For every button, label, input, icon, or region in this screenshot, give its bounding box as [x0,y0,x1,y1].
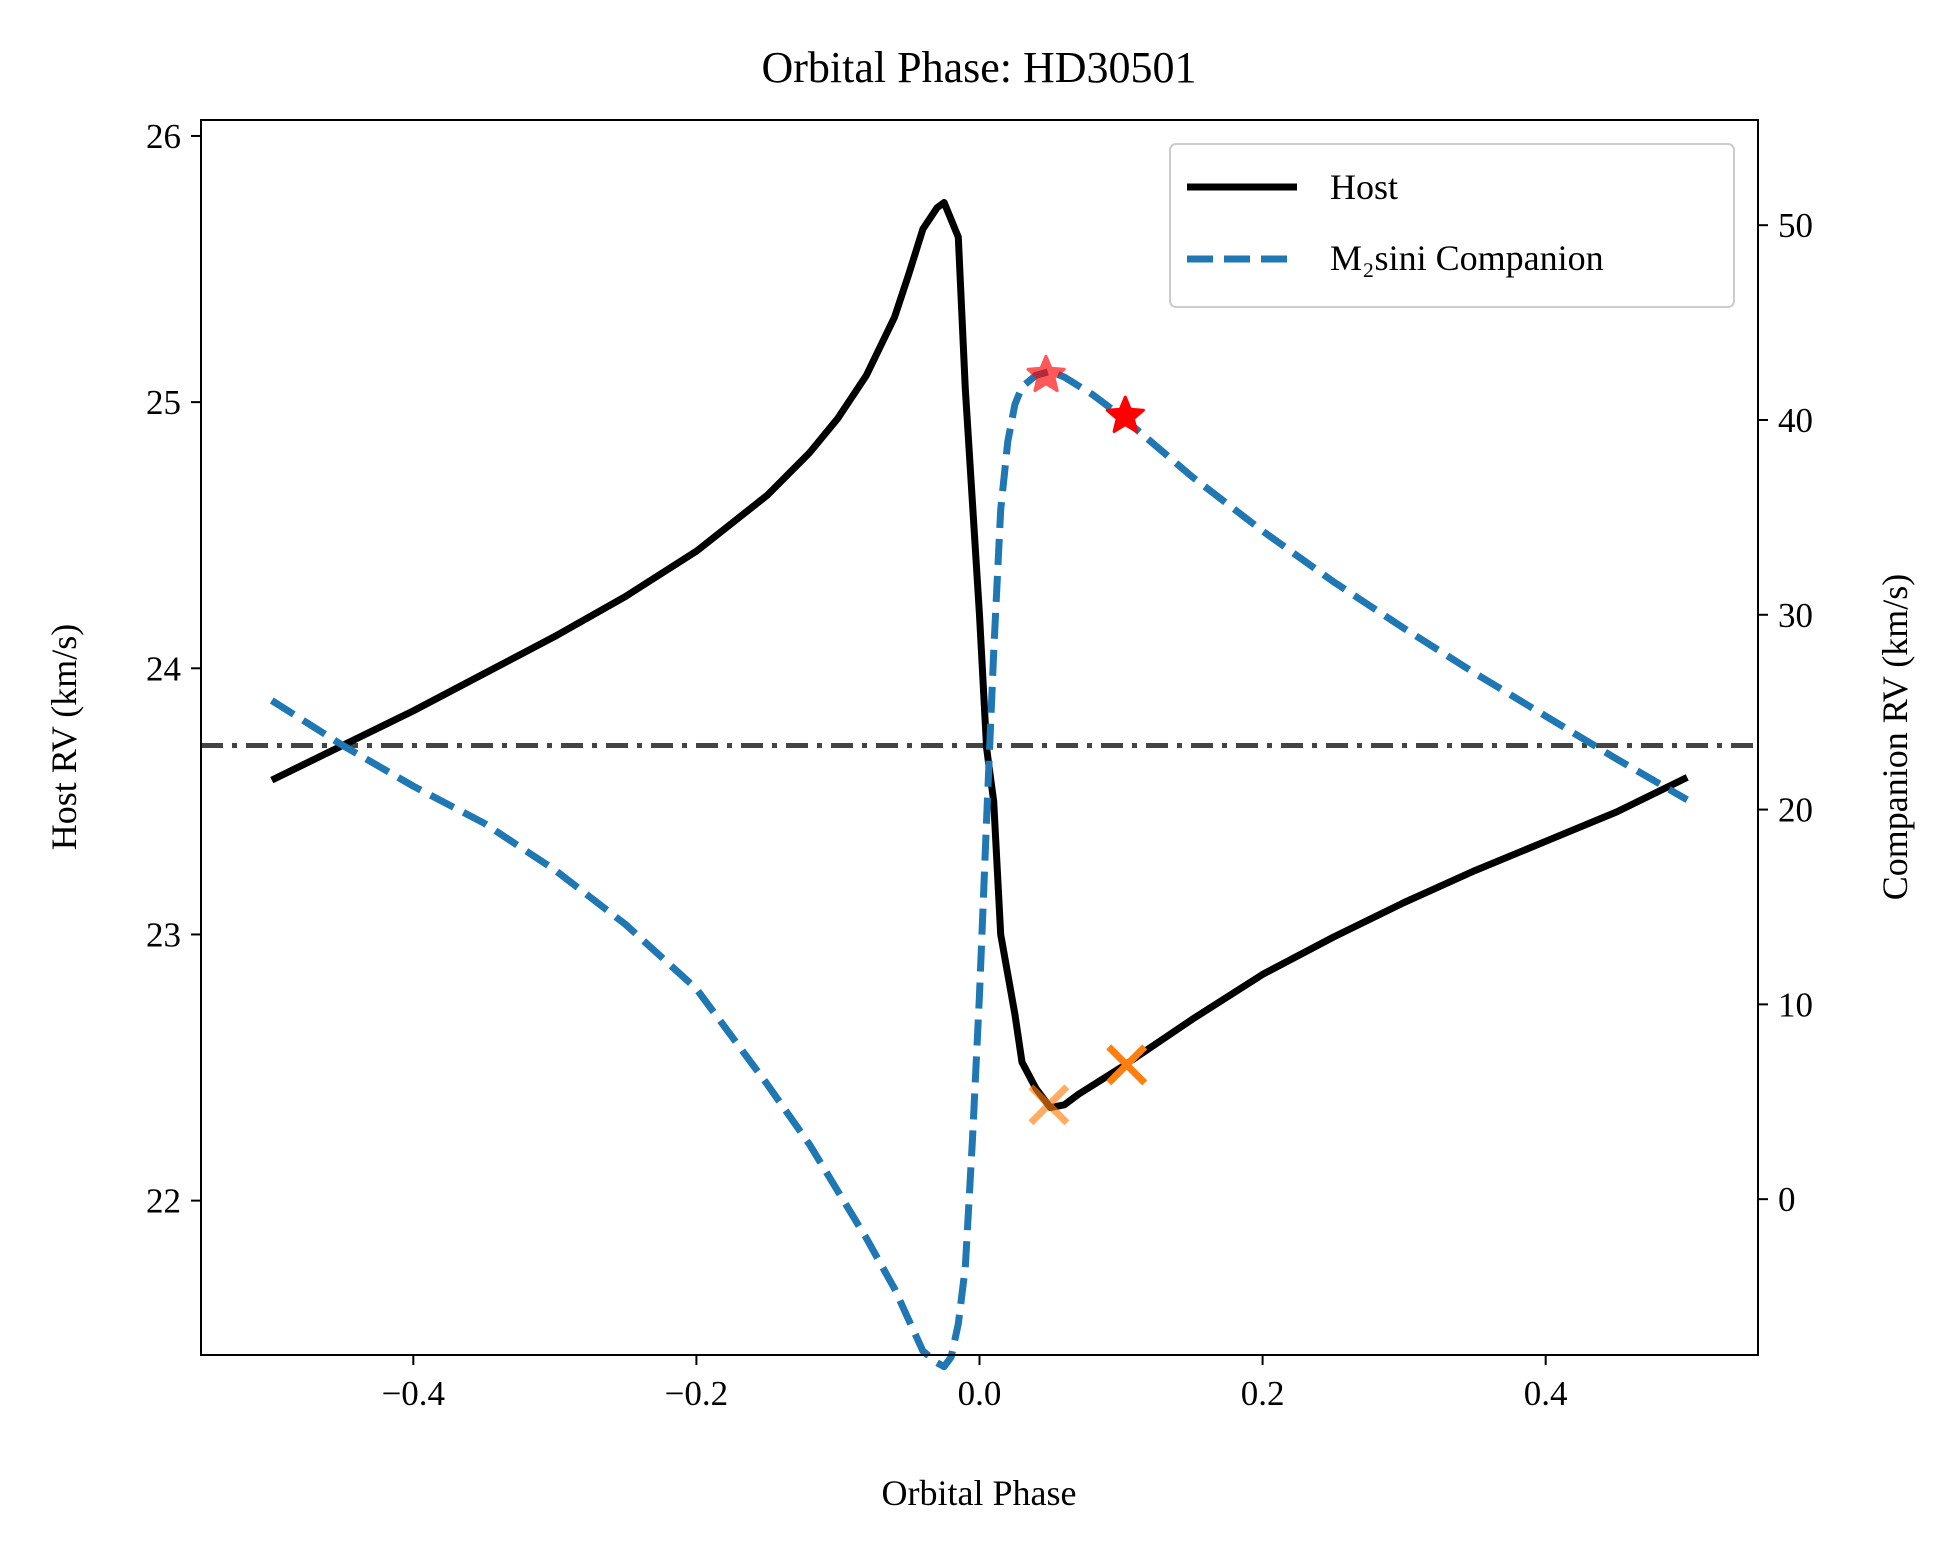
series-lines [269,199,1689,1371]
y-tick-label: 22 [146,1182,181,1221]
y2-tick-label: 20 [1778,791,1813,830]
y2-tick-label: 0 [1778,1180,1796,1219]
y2-axis-ticks: 0 10 20 30 40 50 [1758,206,1813,1219]
legend: Host M₂sini Companion [1169,143,1735,308]
x-tick-label: 0.2 [1241,1374,1285,1413]
x-tick-label: −0.2 [665,1374,729,1413]
y-tick-label: 25 [146,383,181,422]
legend-host-label: Host [1330,167,1398,207]
series-companion-line [269,367,1689,1371]
x-axis-ticks: −0.4 −0.2 0.0 0.2 0.4 [382,1355,1568,1413]
x-marker-1 [1106,1044,1148,1086]
y-axis-label: Host RV (km/s) [44,624,84,850]
star-marker-2 [1026,354,1066,393]
y2-tick-label: 30 [1778,596,1813,635]
chart-title: Orbital Phase: HD30501 [761,43,1196,92]
y2-tick-label: 50 [1778,206,1813,245]
series-host-line [270,199,1689,1111]
x-tick-label: −0.4 [382,1374,446,1413]
y-tick-label: 24 [146,649,181,688]
legend-box [1169,143,1735,308]
y2-tick-label: 40 [1778,401,1813,440]
plot-content [201,199,1758,1371]
y-tick-label: 26 [146,117,181,156]
y-axis-ticks: 22 23 24 25 26 [146,117,201,1221]
x-tick-label: 0.0 [958,1374,1002,1413]
phase-markers [1026,354,1148,1126]
x-axis-label: Orbital Phase [882,1473,1077,1513]
y-tick-label: 23 [146,915,181,954]
x-tick-label: 0.4 [1524,1374,1568,1413]
y2-axis-label: Companion RV (km/s) [1875,574,1915,900]
star-marker-3 [1105,395,1145,433]
y2-tick-label: 10 [1778,985,1813,1024]
x-marker-0 [1028,1084,1070,1126]
legend-companion-label: M₂sini Companion [1330,238,1604,278]
